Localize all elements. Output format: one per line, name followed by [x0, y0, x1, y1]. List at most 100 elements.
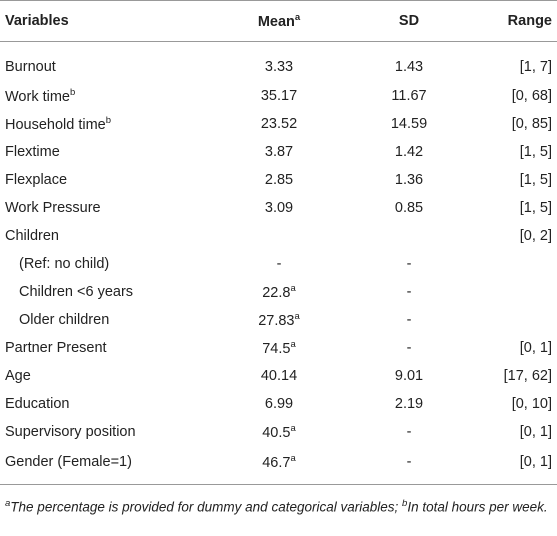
- table-cell: 3.87: [264, 144, 294, 160]
- table-cell: -: [406, 340, 412, 356]
- table-cell: [1, 5]: [519, 172, 552, 188]
- table-cell: [0, 1]: [519, 424, 552, 440]
- table-cell: 40.14: [260, 368, 298, 384]
- footnote-marker: b: [402, 498, 408, 509]
- table-cell: 2.85: [264, 172, 294, 188]
- superscript: a: [290, 453, 296, 465]
- cell-text: 46.7: [262, 454, 291, 471]
- table-cell: Flextime: [5, 144, 60, 160]
- table-row: Children <6 years 22.8a -: [0, 278, 557, 306]
- table-cell: [1, 7]: [519, 59, 552, 75]
- table-cell: [224, 222, 334, 250]
- table-cell: 1.42: [394, 144, 424, 160]
- table-cell: -: [406, 312, 412, 328]
- table-cell: 35.17: [260, 88, 298, 104]
- header-cell: Range: [484, 0, 557, 42]
- table-cell: -: [276, 256, 282, 272]
- table-cell: 0.85: [394, 200, 424, 216]
- table-cell: 40.5a: [224, 418, 334, 446]
- table-cell: 27.83a: [224, 306, 334, 334]
- table-cell: Gender (Female=1): [5, 454, 132, 470]
- table-cell: 74.5a: [224, 334, 334, 362]
- table-cell: [1, 5]: [519, 200, 552, 216]
- table-cell: Older children: [19, 312, 110, 328]
- table-cell: Education: [5, 396, 70, 412]
- table-row: (Ref: no child) - -: [0, 250, 557, 278]
- table-cell: 2.19: [394, 396, 424, 412]
- footnote: aThe percentage is provided for dummy an…: [0, 485, 557, 519]
- table-cell: 22.8a: [224, 278, 334, 306]
- table-cell: [484, 278, 557, 306]
- superscript: a: [290, 339, 296, 351]
- cell-text: Work time: [5, 88, 70, 105]
- table-cell: Partner Present: [5, 340, 107, 356]
- table-cell: -: [406, 454, 412, 470]
- data-table: Variables Meana SD Range Burnout 3.33 1.43 [1,…: [0, 0, 557, 485]
- table-row: Partner Present 74.5a - [0, 1]: [0, 334, 557, 362]
- table-row: Burnout 3.33 1.43 [1, 7]: [0, 42, 557, 83]
- table-cell: [334, 222, 484, 250]
- cell-text: Household time: [5, 116, 106, 133]
- table-cell: 1.36: [394, 172, 424, 188]
- table-cell: [1, 5]: [519, 144, 552, 160]
- table-row: Household timeb 23.52 14.59 [0, 85]: [0, 110, 557, 138]
- superscript: b: [105, 115, 112, 127]
- header-row: Variables Meana SD Range: [0, 0, 557, 42]
- table-cell: 6.99: [264, 396, 294, 412]
- table-row: Gender (Female=1) 46.7a - [0, 1]: [0, 446, 557, 485]
- superscript: a: [290, 423, 296, 435]
- table-cell: [0, 10]: [511, 396, 552, 412]
- table-cell: Burnout: [5, 59, 56, 75]
- table-row: Flextime 3.87 1.42 [1, 5]: [0, 138, 557, 166]
- table-cell: 3.09: [264, 200, 294, 216]
- table-cell: Flexplace: [5, 172, 68, 188]
- table-cell: Household timeb: [0, 110, 224, 138]
- table-cell: -: [406, 284, 412, 300]
- cell-text: 27.83: [258, 312, 295, 329]
- table-cell: -: [406, 256, 412, 272]
- table-cell: [0, 1]: [519, 454, 552, 470]
- table-row: Older children 27.83a -: [0, 306, 557, 334]
- table-cell: Children <6 years: [19, 284, 134, 300]
- table-cell: (Ref: no child): [19, 256, 110, 272]
- table-cell: 1.43: [394, 59, 424, 75]
- superscript: a: [294, 311, 300, 323]
- superscript: a: [290, 283, 296, 295]
- table-row: Age 40.14 9.01 [17, 62]: [0, 362, 557, 390]
- cell-text: 22.8: [262, 284, 291, 301]
- table-cell: 14.59: [390, 116, 428, 132]
- table-cell: [0, 85]: [511, 116, 552, 132]
- table-cell: 9.01: [394, 368, 424, 384]
- table-cell: Supervisory position: [5, 424, 136, 440]
- table-cell: Work Pressure: [5, 200, 101, 216]
- footnote-text: In total hours per week.: [407, 499, 548, 515]
- table-row: Flexplace 2.85 1.36 [1, 5]: [0, 166, 557, 194]
- table-cell: Children: [5, 228, 59, 244]
- cell-text: Mean: [257, 13, 295, 30]
- superscript: a: [294, 12, 301, 24]
- table-cell: 46.7a: [224, 446, 334, 485]
- table-cell: [484, 306, 557, 334]
- superscript: b: [70, 87, 76, 99]
- table-row: Education 6.99 2.19 [0, 10]: [0, 390, 557, 418]
- table-row: Work timeb 35.17 11.67 [0, 68]: [0, 82, 557, 110]
- table-row: Work Pressure 3.09 0.85 [1, 5]: [0, 194, 557, 222]
- footnote-marker: a: [5, 498, 11, 509]
- table-cell: 11.67: [391, 88, 427, 104]
- table-cell: 23.52: [260, 116, 298, 132]
- header-cell: Meana: [224, 0, 334, 42]
- header-cell: SD: [334, 0, 484, 42]
- table-cell: [17, 62]: [503, 368, 552, 384]
- table-row: Supervisory position 40.5a - [0, 1]: [0, 418, 557, 446]
- table-cell: Work timeb: [0, 82, 224, 110]
- cell-text: 74.5: [262, 340, 291, 357]
- cell-text: 40.5: [262, 424, 291, 441]
- table-cell: 3.33: [264, 59, 294, 75]
- header-cell: Variables: [0, 0, 224, 42]
- table-cell: [0, 2]: [519, 228, 552, 244]
- table-cell: [0, 1]: [519, 340, 552, 356]
- table-cell: Age: [5, 368, 31, 384]
- table-cell: [0, 68]: [511, 88, 552, 104]
- table-cell: -: [406, 424, 412, 440]
- table-row: Children [0, 2]: [0, 222, 557, 250]
